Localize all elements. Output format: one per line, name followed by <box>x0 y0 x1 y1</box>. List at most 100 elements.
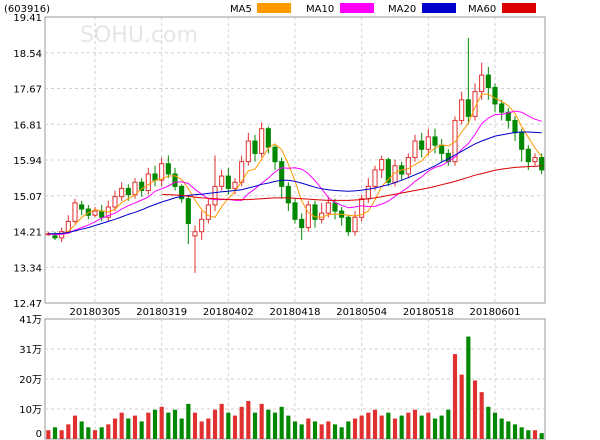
candle-body <box>259 128 265 154</box>
volume-bar <box>199 421 204 439</box>
legend-label: MA60 <box>468 4 496 15</box>
volume-bar <box>166 412 171 439</box>
volume-bar <box>392 418 398 439</box>
candle-body <box>159 163 165 181</box>
volume-bar <box>126 418 131 439</box>
ma-line-ma60 <box>161 165 542 201</box>
volume-bar <box>319 424 324 439</box>
candle-body <box>265 128 271 148</box>
candle-body <box>465 99 471 117</box>
candle-body <box>139 181 145 191</box>
candle-body <box>372 169 378 187</box>
price-tick-label: 18.54 <box>13 49 42 60</box>
candle-body <box>485 74 491 88</box>
price-tick-label: 12.47 <box>13 299 42 310</box>
volume-bar <box>372 409 378 439</box>
volume-bar <box>446 409 451 439</box>
candle-body <box>412 140 418 159</box>
candle-body <box>305 204 311 229</box>
date-axis: 20180305 20180319 20180402 20180418 20180504… <box>70 307 521 318</box>
volume-bars <box>46 336 544 439</box>
volume-bar <box>159 406 164 439</box>
candle-body <box>345 216 351 233</box>
candle-body <box>132 181 138 196</box>
volume-tick-label: 0 <box>36 429 42 440</box>
candle-body <box>125 187 131 196</box>
candle-body <box>419 140 425 150</box>
date-tick-label: 20180601 <box>470 307 521 318</box>
volume-bar <box>119 412 124 439</box>
date-grid <box>94 17 496 439</box>
candle-body <box>365 185 371 200</box>
date-tick-label: 20180319 <box>136 307 187 318</box>
candle-body <box>245 140 251 163</box>
volume-bar <box>466 336 471 439</box>
candle-body <box>192 231 198 237</box>
volume-bar <box>279 406 284 439</box>
volume-bar <box>192 412 198 439</box>
volume-bar <box>106 424 111 439</box>
candle-body <box>379 159 385 171</box>
volume-bar <box>132 415 138 439</box>
volume-bar <box>112 418 118 439</box>
candle-body <box>119 187 125 198</box>
candle-body <box>299 218 305 229</box>
legend-label: MA5 <box>230 4 252 15</box>
candle-body <box>152 173 158 181</box>
volume-bar <box>219 403 224 439</box>
candle-body <box>292 202 298 220</box>
volume-bar <box>359 415 364 439</box>
volume-tick-label: 20万 <box>19 375 42 386</box>
candle-body <box>172 173 178 187</box>
volume-bar <box>519 427 524 439</box>
candle-body <box>52 235 58 239</box>
volume-bar <box>306 418 311 439</box>
candle-body <box>479 74 485 93</box>
date-tick-label: 20180504 <box>336 307 387 318</box>
volume-bar <box>66 424 71 439</box>
candle-body <box>112 196 118 208</box>
candle-body <box>325 202 331 214</box>
candle-body <box>525 148 531 163</box>
legend-label: MA10 <box>306 4 334 15</box>
candle-body <box>232 181 238 189</box>
price-tick-label: 17.67 <box>13 85 42 96</box>
volume-tick-label: 31万 <box>19 345 42 356</box>
volume-bar <box>492 412 498 439</box>
moving-averages <box>48 93 543 236</box>
price-tick-label: 16.81 <box>13 120 42 131</box>
price-axis: 19.41 18.54 17.67 16.81 15.94 15.07 14.21 13.34… <box>13 13 42 310</box>
volume-bar <box>206 418 211 439</box>
volume-bar <box>59 430 64 439</box>
candle-body <box>405 157 411 175</box>
volume-bar <box>299 424 304 439</box>
volume-bar <box>506 421 511 439</box>
candle-body <box>279 161 285 187</box>
volume-bar <box>99 427 104 439</box>
volume-bar <box>179 418 184 439</box>
stock-code: (603916) <box>4 4 50 15</box>
candle-body <box>59 231 65 239</box>
candle-body <box>92 210 98 216</box>
legend-swatch <box>422 3 456 13</box>
candle-body <box>359 198 365 218</box>
legend-swatch <box>257 3 291 13</box>
candle-body <box>432 136 438 146</box>
volume-bar <box>412 409 418 439</box>
date-tick-label: 20180418 <box>270 307 321 318</box>
price-tick-label: 15.94 <box>13 156 42 167</box>
legend-swatch <box>340 3 374 13</box>
date-tick-label: 20180518 <box>403 307 454 318</box>
volume-bar <box>292 421 298 439</box>
candle-body <box>72 202 78 222</box>
volume-bar <box>526 430 531 439</box>
volume-bar <box>172 409 178 439</box>
volume-bar <box>186 403 191 439</box>
candle-body <box>312 204 318 220</box>
volume-bar <box>272 412 278 439</box>
volume-axis: 41万 31万 20万 10万 0 <box>19 315 42 440</box>
volume-bar <box>252 412 258 439</box>
volume-bar <box>346 421 351 439</box>
volume-bar <box>426 412 431 439</box>
candle-body <box>205 204 211 220</box>
